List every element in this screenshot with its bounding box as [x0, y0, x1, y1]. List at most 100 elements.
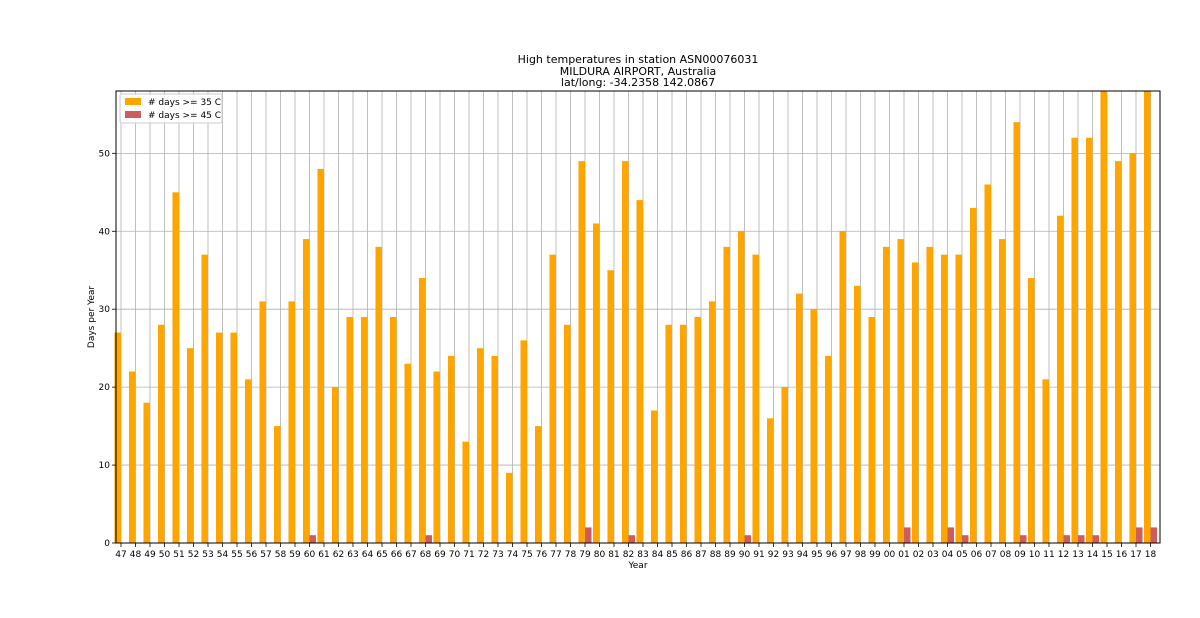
- bar-days-35: [1100, 91, 1107, 543]
- bar-days-35: [607, 270, 614, 543]
- bar-days-45: [1020, 535, 1027, 543]
- bar-days-35: [317, 168, 324, 543]
- x-tick-label: 56: [246, 550, 258, 560]
- bar-days-35: [549, 254, 556, 544]
- bar-days-35: [331, 387, 339, 543]
- bar-days-45: [1078, 535, 1085, 543]
- x-tick-label: 90: [739, 550, 751, 560]
- x-tick-label: 58: [275, 550, 287, 560]
- x-tick-label: 86: [681, 550, 693, 560]
- bar-days-35: [853, 285, 861, 543]
- bar-days-35: [447, 355, 455, 543]
- y-axis: 0 10 20 30 40 50: [99, 149, 116, 549]
- x-tick-label: 68: [420, 550, 432, 560]
- x-tick-label: 74: [507, 550, 519, 560]
- bar-days-45: [1092, 535, 1100, 543]
- x-tick-label: 80: [594, 550, 606, 560]
- x-tick-label: 88: [710, 550, 722, 560]
- bar-days-35: [114, 332, 121, 543]
- x-tick-label: 14: [1087, 550, 1099, 560]
- x-tick-label: 84: [652, 550, 664, 560]
- bar-days-35: [766, 418, 774, 543]
- bar-days-35: [1042, 379, 1049, 543]
- bar-days-35: [911, 262, 919, 543]
- x-tick-label: 08: [1000, 550, 1012, 560]
- bar-days-35: [389, 317, 397, 543]
- bar-days-35: [752, 254, 759, 544]
- x-tick-label: 61: [318, 550, 329, 560]
- chart-title-line-1: High temperatures in station ASN00076031: [518, 53, 759, 66]
- legend-label-45: # days >= 45 C: [148, 111, 221, 121]
- bar-days-45: [585, 527, 592, 543]
- bar-days-35: [244, 379, 252, 543]
- x-tick-label: 94: [797, 550, 809, 560]
- x-tick-label: 59: [289, 550, 301, 560]
- bar-days-35: [810, 309, 817, 543]
- bar-days-35: [375, 246, 382, 544]
- bar-days-35: [476, 348, 484, 543]
- bar-days-45: [1150, 527, 1158, 543]
- x-tick-label: 93: [782, 550, 793, 560]
- x-tick-label: 06: [971, 550, 983, 560]
- bar-days-45: [425, 535, 433, 543]
- legend-swatch-35: [125, 98, 141, 105]
- bar-days-35: [215, 332, 223, 543]
- y-tick-label: 10: [99, 461, 111, 471]
- bar-days-45: [962, 535, 969, 543]
- bar-days-35: [433, 371, 440, 543]
- bar-days-35: [737, 231, 745, 543]
- x-tick-label: 89: [724, 550, 736, 560]
- bar-days-45: [947, 527, 955, 543]
- bar-days-35: [1027, 278, 1035, 543]
- bar-days-35: [563, 324, 571, 543]
- y-tick-label: 50: [99, 149, 111, 159]
- x-tick-label: 82: [623, 550, 634, 560]
- x-tick-label: 73: [492, 550, 503, 560]
- bar-days-35: [650, 410, 658, 543]
- bar-days-35: [302, 239, 310, 543]
- x-tick-label: 96: [826, 550, 838, 560]
- x-tick-label: 79: [579, 550, 591, 560]
- bar-days-35: [969, 207, 977, 543]
- x-tick-label: 63: [347, 550, 358, 560]
- x-tick-label: 52: [188, 550, 199, 560]
- bar-days-35: [984, 184, 991, 543]
- x-tick-label: 60: [304, 550, 316, 560]
- bar-days-35: [694, 317, 701, 543]
- bar-days-35: [940, 254, 948, 544]
- bar-days-35: [1071, 137, 1078, 544]
- x-tick-label: 07: [985, 550, 996, 560]
- x-tick-label: 87: [695, 550, 706, 560]
- bar-days-35: [723, 246, 730, 544]
- x-tick-label: 15: [1101, 550, 1112, 560]
- y-tick-label: 40: [99, 227, 111, 237]
- bar-days-35: [491, 355, 498, 543]
- x-tick-label: 70: [449, 550, 461, 560]
- x-tick-label: 00: [884, 550, 896, 560]
- x-tick-label: 04: [942, 550, 954, 560]
- x-tick-label: 77: [550, 550, 561, 560]
- bar-days-35: [230, 332, 237, 543]
- bar-days-35: [186, 348, 194, 543]
- x-tick-label: 02: [913, 550, 924, 560]
- bar-days-35: [1085, 137, 1093, 544]
- bar-days-35: [462, 441, 469, 543]
- x-tick-label: 64: [362, 550, 374, 560]
- bar-days-35: [665, 324, 672, 543]
- bar-days-35: [592, 223, 600, 543]
- x-tick-label: 48: [130, 550, 142, 560]
- x-tick-label: 85: [666, 550, 677, 560]
- bar-days-35: [404, 363, 411, 543]
- x-tick-label: 67: [405, 550, 416, 560]
- x-tick-label: 97: [840, 550, 851, 560]
- legend-swatch-45: [125, 111, 141, 118]
- x-tick-label: 10: [1029, 550, 1041, 560]
- bar-days-45: [1063, 535, 1071, 543]
- x-tick-label: 16: [1116, 550, 1128, 560]
- bar-days-35: [679, 324, 687, 543]
- bar-days-35: [882, 246, 890, 544]
- x-tick-label: 53: [202, 550, 213, 560]
- x-tick-label: 12: [1058, 550, 1069, 560]
- bars: [114, 91, 1158, 544]
- x-tick-label: 66: [391, 550, 403, 560]
